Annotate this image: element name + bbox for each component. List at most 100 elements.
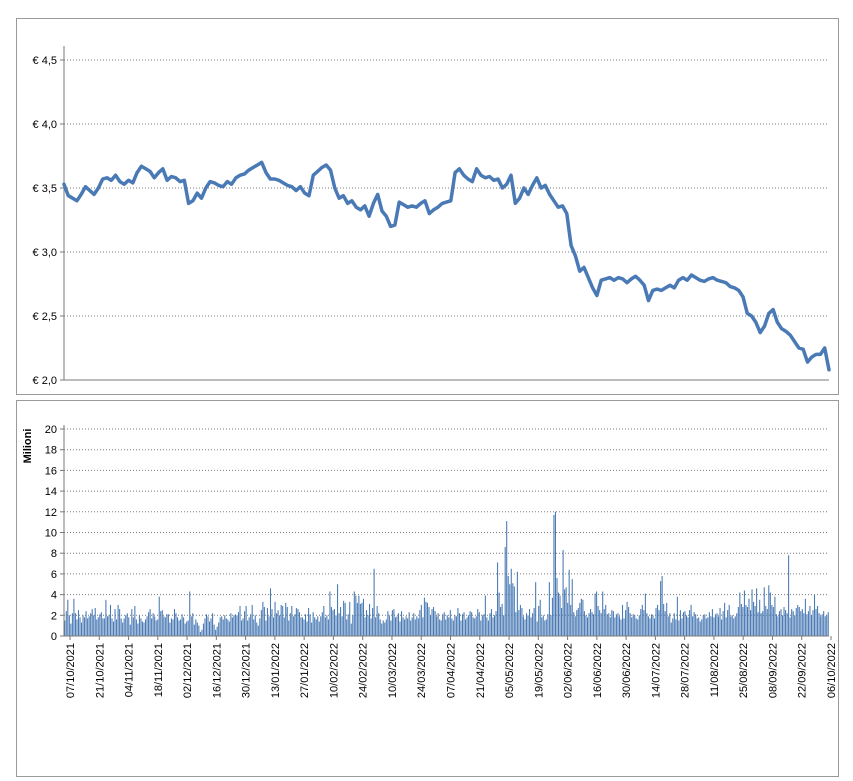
volume-bar bbox=[629, 613, 631, 636]
volume-bar bbox=[551, 597, 553, 636]
volume-bar bbox=[216, 626, 218, 636]
volume-bar bbox=[586, 617, 588, 636]
volume-x-tick-label: 16/06/2022 bbox=[592, 643, 604, 698]
volume-bar bbox=[251, 604, 253, 636]
volume-bar bbox=[638, 615, 640, 636]
volume-bar bbox=[687, 617, 689, 636]
volume-bar bbox=[469, 611, 471, 636]
volume-bar bbox=[160, 611, 162, 636]
volume-bar bbox=[707, 617, 709, 636]
volume-x-tick-label: 30/12/2021 bbox=[241, 643, 253, 698]
volume-bar bbox=[600, 613, 602, 636]
volume-bar bbox=[621, 604, 624, 636]
volume-bar bbox=[199, 631, 201, 636]
volume-bar bbox=[789, 617, 791, 636]
volume-bar bbox=[125, 615, 127, 636]
volume-bar bbox=[509, 584, 511, 636]
volume-y-tick-label: 4 bbox=[51, 590, 57, 602]
volume-bar bbox=[390, 620, 392, 636]
volume-bar bbox=[564, 589, 566, 636]
volume-bar bbox=[817, 605, 819, 636]
volume-bar bbox=[228, 621, 230, 636]
volume-bar bbox=[294, 614, 296, 636]
volume-bar bbox=[425, 601, 427, 636]
volume-bar bbox=[626, 601, 628, 636]
volume-bar bbox=[419, 610, 421, 637]
volume-bar bbox=[172, 619, 174, 636]
volume-bar bbox=[373, 568, 375, 636]
volume-bar bbox=[132, 617, 134, 636]
volume-bar bbox=[428, 607, 430, 636]
volume-bar bbox=[262, 601, 264, 636]
volume-bar bbox=[248, 617, 250, 636]
volume-bar bbox=[317, 616, 319, 636]
volume-bar bbox=[754, 605, 756, 636]
volume-bar bbox=[145, 619, 147, 636]
volume-y-tick-label: 10 bbox=[45, 528, 57, 540]
volume-bar bbox=[365, 610, 368, 637]
volume-bar bbox=[472, 617, 474, 636]
volume-x-tick-label: 07/04/2022 bbox=[446, 643, 458, 698]
volume-bar bbox=[783, 607, 785, 636]
volume-bar bbox=[702, 615, 704, 636]
volume-bar bbox=[696, 618, 698, 636]
volume-bar bbox=[780, 609, 782, 636]
volume-bar bbox=[67, 599, 69, 636]
volume-bar bbox=[454, 615, 456, 636]
volume-bar bbox=[396, 616, 398, 636]
volume-bar bbox=[617, 613, 619, 636]
volume-bar bbox=[800, 611, 802, 636]
volume-bar bbox=[350, 623, 352, 636]
volume-bar bbox=[570, 604, 572, 636]
volume-bar bbox=[173, 609, 176, 636]
volume-bar bbox=[269, 588, 272, 636]
volume-bar bbox=[326, 615, 328, 636]
volume-bar bbox=[512, 583, 514, 636]
volume-bar bbox=[804, 598, 806, 636]
volume-bar bbox=[807, 611, 809, 636]
volume-bar bbox=[663, 603, 665, 636]
volume-bar bbox=[312, 612, 314, 636]
volume-y-tick-label: 20 bbox=[45, 424, 57, 436]
volume-bar bbox=[119, 609, 121, 636]
volume-bar bbox=[195, 619, 197, 636]
volume-bar bbox=[474, 618, 476, 636]
volume-bar bbox=[704, 614, 706, 636]
volume-bar bbox=[367, 615, 369, 636]
volume-bar bbox=[722, 611, 724, 636]
volume-bar bbox=[308, 608, 310, 636]
volume-bar bbox=[93, 615, 95, 636]
volume-bar bbox=[327, 619, 329, 636]
volume-bar bbox=[571, 579, 573, 636]
volume-bar bbox=[641, 604, 643, 636]
volume-bar bbox=[305, 614, 307, 636]
volume-bar bbox=[318, 621, 320, 636]
volume-bar bbox=[711, 609, 713, 636]
volume-bar bbox=[414, 619, 416, 636]
volume-bar bbox=[410, 620, 412, 636]
volume-bar bbox=[465, 619, 467, 636]
volume-bar bbox=[583, 611, 585, 636]
volume-bar bbox=[259, 618, 261, 636]
volume-bar bbox=[157, 619, 159, 636]
volume-bar bbox=[731, 615, 733, 636]
volume-bar bbox=[538, 605, 540, 636]
volume-bar bbox=[379, 619, 381, 636]
volume-bar bbox=[443, 612, 445, 636]
volume-bar bbox=[532, 613, 534, 636]
volume-bar bbox=[690, 604, 692, 636]
volume-bar bbox=[108, 615, 110, 636]
volume-x-tick-label: 14/07/2022 bbox=[650, 643, 662, 698]
volume-bar bbox=[714, 614, 717, 636]
volume-bar bbox=[126, 613, 128, 636]
volume-bar bbox=[580, 598, 582, 636]
volume-bar bbox=[352, 615, 354, 636]
volume-bar bbox=[623, 618, 625, 636]
volume-bar bbox=[751, 589, 753, 636]
volume-bar bbox=[241, 620, 243, 636]
volume-bar bbox=[573, 612, 575, 636]
volume-bar bbox=[591, 612, 593, 636]
volume-bar bbox=[265, 620, 267, 636]
volume-bar bbox=[727, 610, 729, 637]
volume-bar bbox=[382, 620, 384, 636]
